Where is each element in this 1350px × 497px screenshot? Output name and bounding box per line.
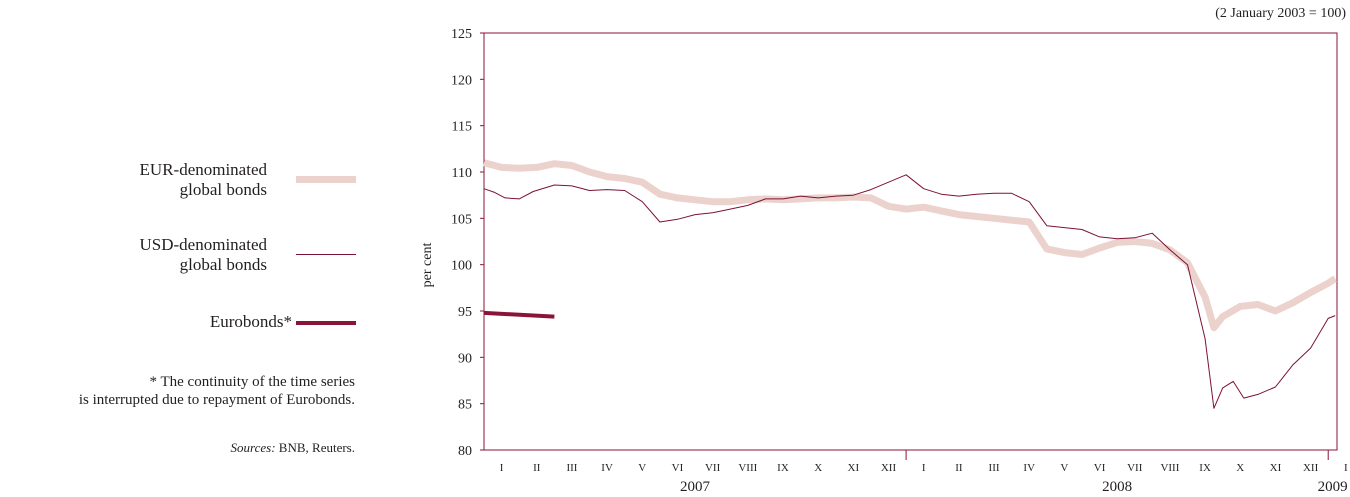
month-label: X	[814, 462, 822, 474]
y-tick-label: 110	[452, 166, 472, 181]
month-label: X	[1236, 462, 1244, 474]
plot-frame	[483, 32, 1338, 451]
month-label: XII	[1303, 462, 1319, 474]
month-label: I	[1344, 462, 1348, 474]
y-tick-label: 85	[458, 398, 472, 413]
sources-label: Sources:	[230, 440, 276, 455]
month-label: II	[533, 462, 541, 474]
legend-label-eur-line2: global bonds	[179, 180, 267, 199]
month-label: XI	[1270, 462, 1282, 474]
month-label: IV	[601, 462, 613, 474]
year-label: 2008	[1102, 479, 1132, 495]
footnote-line1: * The continuity of the time series	[149, 374, 355, 390]
month-label: III	[989, 462, 1000, 474]
x-axis-ticks: I II III IV V VI VII VIII IX X XI XII I II III IV V VI VII…	[500, 450, 1348, 495]
month-label: II	[955, 462, 963, 474]
legend-label-eurobonds-text: Eurobonds*	[209, 312, 292, 331]
series-line-eurobonds	[483, 310, 555, 319]
y-tick-label: 115	[452, 120, 472, 135]
legend-label-eurobonds: Eurobonds*	[210, 312, 292, 332]
month-label: V	[638, 462, 646, 474]
month-label: IV	[1023, 462, 1035, 474]
series-layer	[483, 159, 1338, 409]
chart-subtitle: (2 January 2003 = 100)	[1215, 6, 1346, 21]
month-label: I	[500, 462, 504, 474]
month-label: I	[922, 462, 926, 474]
legend-label-usd: USD-denominated global bonds	[140, 235, 267, 275]
y-tick-label: 100	[451, 259, 472, 274]
legend-swatch-eur	[296, 176, 356, 183]
month-label: VI	[1094, 462, 1106, 474]
month-label: V	[1060, 462, 1068, 474]
y-tick-label: 125	[451, 27, 472, 42]
legend-swatch-eurobonds	[296, 321, 356, 325]
month-label: VII	[705, 462, 721, 474]
month-label: IX	[777, 462, 789, 474]
footnote: * The continuity of the time series is i…	[0, 373, 355, 409]
month-label: VIII	[738, 462, 757, 474]
y-axis-label: per cent	[420, 243, 435, 288]
month-label: III	[566, 462, 577, 474]
month-label: VIII	[1160, 462, 1179, 474]
month-label: VII	[1127, 462, 1143, 474]
month-label: VI	[672, 462, 684, 474]
sources-text: BNB, Reuters.	[275, 440, 355, 455]
y-tick-label: 95	[458, 305, 472, 320]
y-tick-label: 105	[451, 212, 472, 227]
year-label: 2007	[680, 479, 711, 495]
month-label: XI	[848, 462, 860, 474]
y-tick-label: 80	[458, 444, 472, 459]
legend-label-eur: EUR-denominated global bonds	[140, 160, 267, 200]
footnote-line2: is interrupted due to repayment of Eurob…	[78, 392, 355, 408]
series-line-eur	[483, 159, 1338, 332]
month-label: XII	[881, 462, 897, 474]
year-label: 2009	[1318, 479, 1348, 495]
y-axis-ticks: 80 85 90 95 100 105 110 115 120 125	[451, 27, 484, 459]
series-line-usd	[483, 174, 1336, 409]
y-tick-label: 90	[458, 351, 472, 366]
sources-note: Sources: BNB, Reuters.	[231, 440, 355, 456]
legend-label-eur-line1: EUR-denominated	[139, 160, 267, 179]
legend-label-usd-line2: global bonds	[179, 255, 267, 274]
month-label: IX	[1199, 462, 1211, 474]
legend-swatch-usd	[296, 254, 356, 255]
y-tick-label: 120	[451, 73, 472, 88]
legend-label-usd-line1: USD-denominated	[139, 235, 267, 254]
